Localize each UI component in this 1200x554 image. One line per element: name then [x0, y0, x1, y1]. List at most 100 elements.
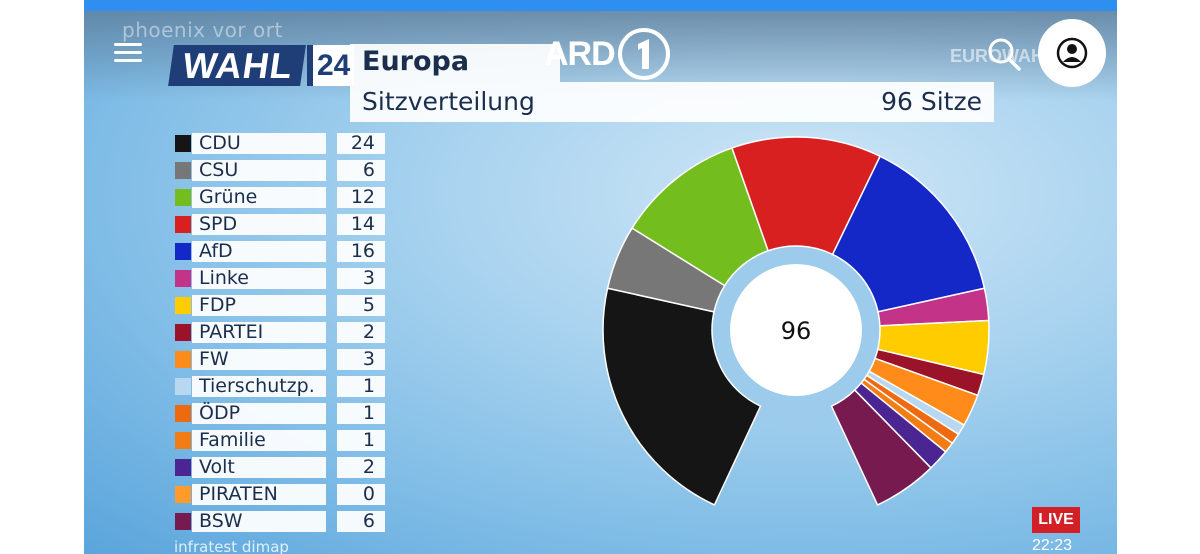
- legend-value-box: 24: [337, 132, 385, 154]
- legend-party-name: FW: [199, 348, 229, 370]
- legend-party-name: Tierschutzp.: [199, 375, 315, 397]
- legend-seat-value: 5: [362, 294, 375, 316]
- legend-swatch: [175, 513, 191, 530]
- legend-party-name: PIRATEN: [199, 483, 278, 505]
- wahl-logo: WAHL 24: [168, 45, 355, 86]
- source-credit: infratest dimap: [174, 538, 289, 554]
- legend-swatch: [175, 189, 191, 206]
- region-title: Europa: [362, 46, 470, 77]
- legend-swatch: [175, 432, 191, 449]
- legend-name-box: CDU: [192, 132, 326, 154]
- chart-slice: [602, 287, 762, 506]
- legend-swatch: [175, 270, 191, 287]
- video-player[interactable]: phoenix vor ort EUROWAH WAHL 24 Europa S…: [84, 0, 1117, 554]
- legend-swatch: [175, 162, 191, 179]
- search-button[interactable]: [984, 34, 1024, 74]
- logo-number: 24: [306, 45, 355, 86]
- legend-value-box: 1: [337, 402, 385, 424]
- legend-seat-value: 16: [350, 240, 375, 262]
- hamburger-menu-icon: [114, 59, 142, 62]
- legend-name-box: ÖDP: [192, 402, 326, 424]
- legend-party-name: Familie: [199, 429, 266, 451]
- legend-seat-value: 6: [362, 510, 375, 532]
- brand-name: ARD: [544, 34, 616, 73]
- legend-name-box: CSU: [192, 159, 326, 181]
- channel-watermark: phoenix vor ort: [122, 18, 283, 42]
- legend-seat-value: 1: [362, 429, 375, 451]
- seat-total-label: 96 Sitze: [881, 87, 982, 116]
- chart-center-disc: [730, 264, 862, 396]
- legend-name-box: SPD: [192, 213, 326, 235]
- legend-party-name: ÖDP: [199, 402, 241, 424]
- legend-seat-value: 3: [362, 267, 375, 289]
- chart-subtitle: Sitzverteilung: [362, 87, 535, 116]
- broadcast-clock: 22:23: [1032, 537, 1073, 554]
- legend-party-name: Grüne: [199, 186, 258, 208]
- legend-swatch: [175, 297, 191, 314]
- legend-name-box: PARTEI: [192, 321, 326, 343]
- seat-chart: 96: [602, 136, 990, 506]
- legend-name-box: Grüne: [192, 186, 326, 208]
- legend-party-name: CDU: [199, 132, 241, 154]
- legend-swatch: [175, 135, 191, 152]
- legend-swatch: [175, 324, 191, 341]
- legend-value-box: 2: [337, 321, 385, 343]
- top-accent-bar: [84, 0, 1117, 11]
- legend-swatch: [175, 459, 191, 476]
- chart-slice: [731, 136, 882, 256]
- legend-swatch: [175, 216, 191, 233]
- legend-seat-value: 2: [362, 321, 375, 343]
- legend-party-name: PARTEI: [199, 321, 264, 343]
- legend-party-name: CSU: [199, 159, 239, 181]
- legend-seat-value: 14: [350, 213, 375, 235]
- legend-value-box: 2: [337, 456, 385, 478]
- legend-party-name: Volt: [199, 456, 235, 478]
- ard-one-icon: [617, 28, 670, 80]
- legend-party-name: AfD: [199, 240, 233, 262]
- chart-slice: [830, 388, 933, 506]
- legend-value-box: 0: [337, 483, 385, 505]
- legend-seat-value: 24: [350, 132, 375, 154]
- legend-swatch: [175, 243, 191, 260]
- legend-value-box: 1: [337, 375, 385, 397]
- legend-value-box: 1: [337, 429, 385, 451]
- legend-name-box: PIRATEN: [192, 483, 326, 505]
- legend-swatch: [175, 405, 191, 422]
- legend-value-box: 3: [337, 348, 385, 370]
- legend-name-box: Linke: [192, 267, 326, 289]
- legend-value-box: 6: [337, 510, 385, 532]
- legend-swatch: [175, 486, 191, 503]
- legend-party-name: FDP: [199, 294, 237, 316]
- legend-seat-value: 2: [362, 456, 375, 478]
- legend-seat-value: 6: [362, 159, 375, 181]
- live-badge: LIVE: [1032, 507, 1080, 533]
- profile-button[interactable]: [1038, 19, 1106, 87]
- legend-name-box: Volt: [192, 456, 326, 478]
- region-title-box: Europa: [350, 44, 560, 82]
- legend-value-box: 16: [337, 240, 385, 262]
- legend-name-box: BSW: [192, 510, 326, 532]
- legend-party-name: Linke: [199, 267, 249, 289]
- legend-swatch: [175, 378, 191, 395]
- chart-slice: [831, 155, 986, 313]
- legend-seat-value: 3: [362, 348, 375, 370]
- legend-party-name: SPD: [199, 213, 238, 235]
- legend-name-box: Tierschutzp.: [192, 375, 326, 397]
- menu-button[interactable]: [112, 37, 146, 67]
- legend-value-box: 3: [337, 267, 385, 289]
- legend-seat-value: 1: [362, 375, 375, 397]
- legend-swatch: [175, 351, 191, 368]
- legend-value-box: 14: [337, 213, 385, 235]
- legend-party-name: BSW: [199, 510, 243, 532]
- hamburger-menu-icon: [114, 43, 142, 46]
- euro-watermark: EUROWAH: [950, 46, 1044, 66]
- legend-name-box: FW: [192, 348, 326, 370]
- subtitle-box: Sitzverteilung 96 Sitze: [350, 82, 994, 122]
- legend-seat-value: 12: [350, 186, 375, 208]
- legend-name-box: Familie: [192, 429, 326, 451]
- legend-value-box: 12: [337, 186, 385, 208]
- legend-value-box: 6: [337, 159, 385, 181]
- legend-name-box: FDP: [192, 294, 326, 316]
- ard-logo[interactable]: ARD: [544, 27, 672, 81]
